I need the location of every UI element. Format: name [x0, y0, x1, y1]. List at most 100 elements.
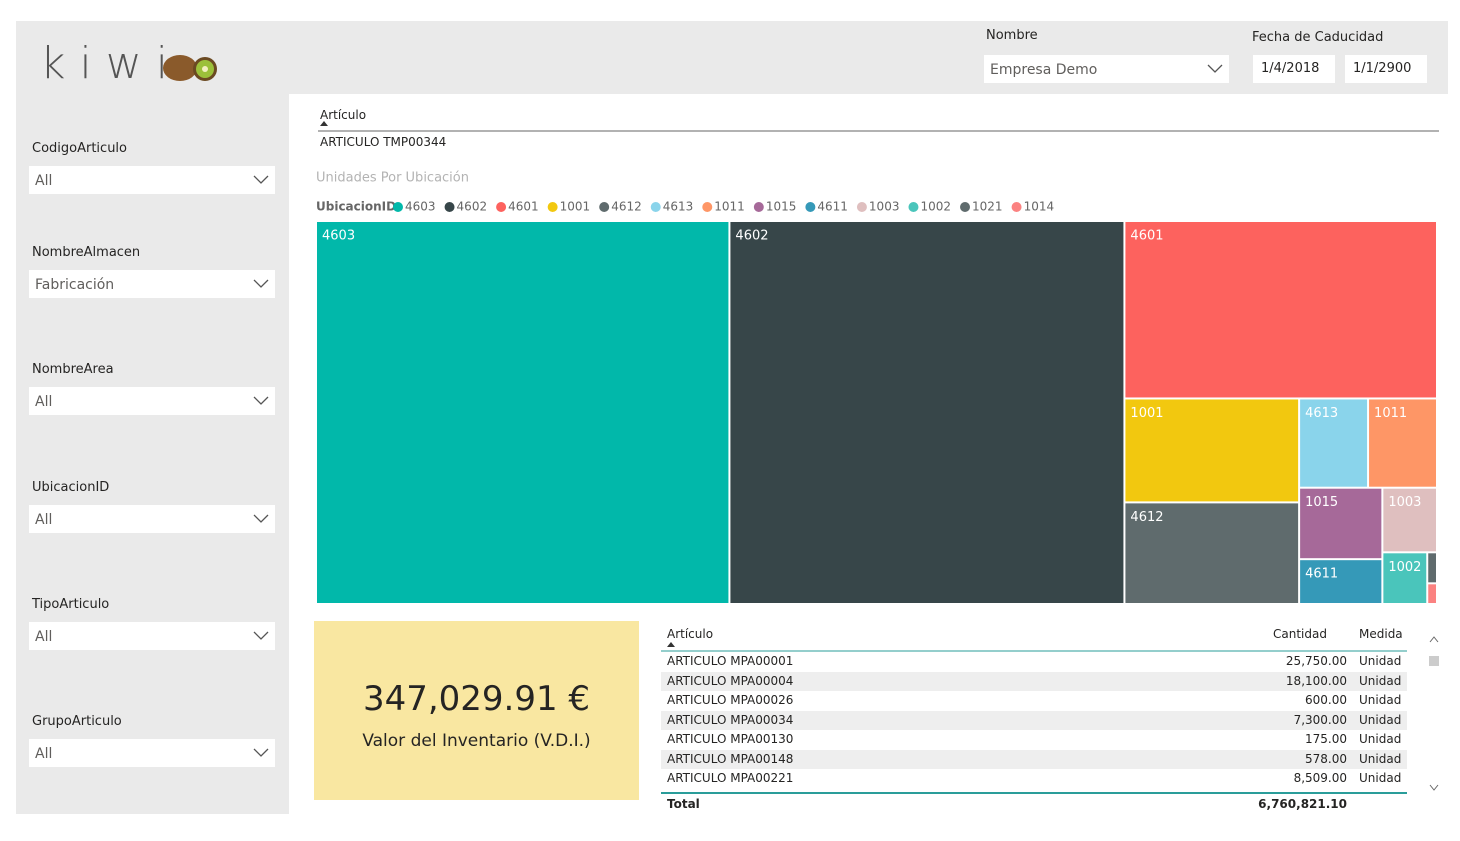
tile-label: 1003: [1388, 495, 1421, 510]
treemap-tile: [1125, 399, 1299, 502]
filter-dropdown[interactable]: All: [29, 505, 275, 533]
legend-title: UbicacionID: [316, 200, 396, 214]
filter-dropdown[interactable]: All: [29, 387, 275, 415]
cell-medida: Unidad: [1359, 673, 1402, 688]
treemap-tile: [1428, 553, 1436, 583]
filter-dropdown[interactable]: All: [29, 739, 275, 767]
legend-marker: [393, 202, 403, 212]
legend-label: 1021: [972, 200, 1003, 214]
chevron-line: [253, 514, 269, 523]
legend-marker: [547, 202, 558, 212]
legend-label: 4601: [508, 200, 539, 214]
total-rule: [661, 792, 1407, 794]
treemap-tile: [1369, 399, 1436, 487]
chevron-line: [253, 631, 269, 640]
cell-articulo: ARTICULO MPA00026: [667, 693, 794, 707]
treemap-tile: [1300, 560, 1382, 603]
fecha-desde[interactable]: 1/4/2018: [1253, 55, 1335, 83]
legend-label: 1001: [560, 200, 591, 214]
treemap-tile: [317, 222, 729, 603]
filter-label: TipoArticulo: [32, 597, 110, 612]
table-row: ARTICULO MPA00221 8,509.00 Unidad: [661, 769, 1407, 788]
chevron-line: [253, 175, 269, 184]
cell-articulo: ARTICULO MPA00001: [667, 654, 794, 668]
table-row: ARTICULO MPA00130 175.00 Unidad: [661, 730, 1407, 749]
cell-cantidad: 600.00: [1305, 693, 1347, 707]
filter-label: NombreAlmacen: [32, 245, 141, 260]
filter-label: CodigoArticulo: [32, 141, 127, 156]
legend-label: 1014: [1024, 200, 1055, 214]
cell-medida: Unidad: [1359, 712, 1402, 727]
articulo-value: ARTICULO TMP00344: [320, 135, 447, 149]
tile-label: 4603: [322, 229, 355, 244]
filter-label: GrupoArticulo: [32, 714, 122, 729]
treemap-tile: [1300, 399, 1368, 487]
table-header-rule: [661, 642, 1407, 652]
legend-marker: [496, 202, 507, 212]
cell-articulo: ARTICULO MPA00148: [667, 751, 794, 766]
legend-label: 1003: [869, 200, 900, 214]
tile-label: 4602: [735, 229, 768, 244]
filter-dropdown[interactable]: All: [29, 622, 275, 650]
total-row: Total 6,760,821.10: [661, 795, 1407, 814]
chevron: [253, 175, 269, 184]
treemap-tile: [1300, 488, 1382, 559]
chevron: [253, 748, 269, 757]
fecha-label: Fecha de Caducidad: [1252, 30, 1384, 45]
tile-label: 1011: [1374, 406, 1407, 421]
legend-label: 4603: [405, 200, 436, 214]
chevron: [253, 279, 269, 288]
legend-marker: [805, 202, 816, 212]
treemap-tile: [1125, 503, 1299, 603]
legend-label: 4613: [663, 200, 694, 214]
fecha-hasta[interactable]: 1/1/2900: [1345, 55, 1427, 83]
tile-label: 4613: [1305, 406, 1338, 421]
legend-marker: [702, 202, 713, 212]
cell-cantidad: 25,750.00: [1285, 654, 1347, 668]
filter-value: Fabricación: [35, 277, 115, 293]
column-header: Cantidad: [1273, 627, 1327, 641]
legend-label: 4612: [611, 200, 642, 214]
chevron: [253, 514, 269, 523]
kpi-value: 347,029.91 €: [362, 679, 591, 719]
table-row: ARTICULO MPA00001 25,750.00 Unidad: [661, 652, 1407, 671]
legend-marker: [650, 202, 661, 212]
legend-marker: [960, 202, 971, 212]
column-header: Artículo: [667, 627, 714, 641]
cell-medida: Unidad: [1359, 654, 1402, 668]
nombre-value: Empresa Demo: [990, 62, 1098, 78]
legend-marker: [444, 202, 455, 212]
chevron-line: [253, 748, 269, 757]
treemap-tile: [1383, 488, 1436, 552]
logo-icon: [163, 55, 217, 81]
table-row: ARTICULO MPA00026 600.00 Unidad: [661, 691, 1407, 710]
legend-marker: [856, 202, 867, 212]
nombre-dropdown[interactable]: Empresa Demo: [984, 55, 1229, 83]
cell-articulo: ARTICULO MPA00034: [667, 712, 794, 727]
cell-cantidad: 7,300.00: [1293, 712, 1347, 727]
cell-cantidad: 8,509.00: [1293, 771, 1347, 785]
legend-marker: [1011, 202, 1022, 212]
tile-label: 1015: [1305, 495, 1338, 510]
legend-label: 1015: [766, 200, 797, 214]
treemap-tile: [1428, 584, 1436, 603]
treemap-tile: [1383, 553, 1427, 603]
filter-label: UbicacionID: [32, 480, 110, 495]
tile-label: 1002: [1388, 560, 1421, 575]
chevron: [253, 631, 269, 640]
scrollbar[interactable]: [1428, 630, 1440, 796]
kpi-card: 347,029.91 € Valor del Inventario (V.D.I…: [314, 621, 639, 800]
cell-medida: Unidad: [1359, 693, 1402, 707]
legend-marker: [599, 202, 610, 212]
legend-label: 1002: [920, 200, 951, 214]
total-label: Total: [667, 797, 700, 811]
filter-dropdown[interactable]: All: [29, 166, 275, 194]
cell-cantidad: 18,100.00: [1285, 673, 1347, 688]
filter-dropdown[interactable]: Fabricación: [29, 270, 275, 298]
treemap-tile: [1125, 222, 1436, 398]
cell-cantidad: 578.00: [1305, 751, 1347, 766]
tile-label: 1001: [1130, 406, 1163, 421]
cell-articulo: ARTICULO MPA00004: [667, 673, 794, 688]
legend-marker: [908, 202, 919, 212]
